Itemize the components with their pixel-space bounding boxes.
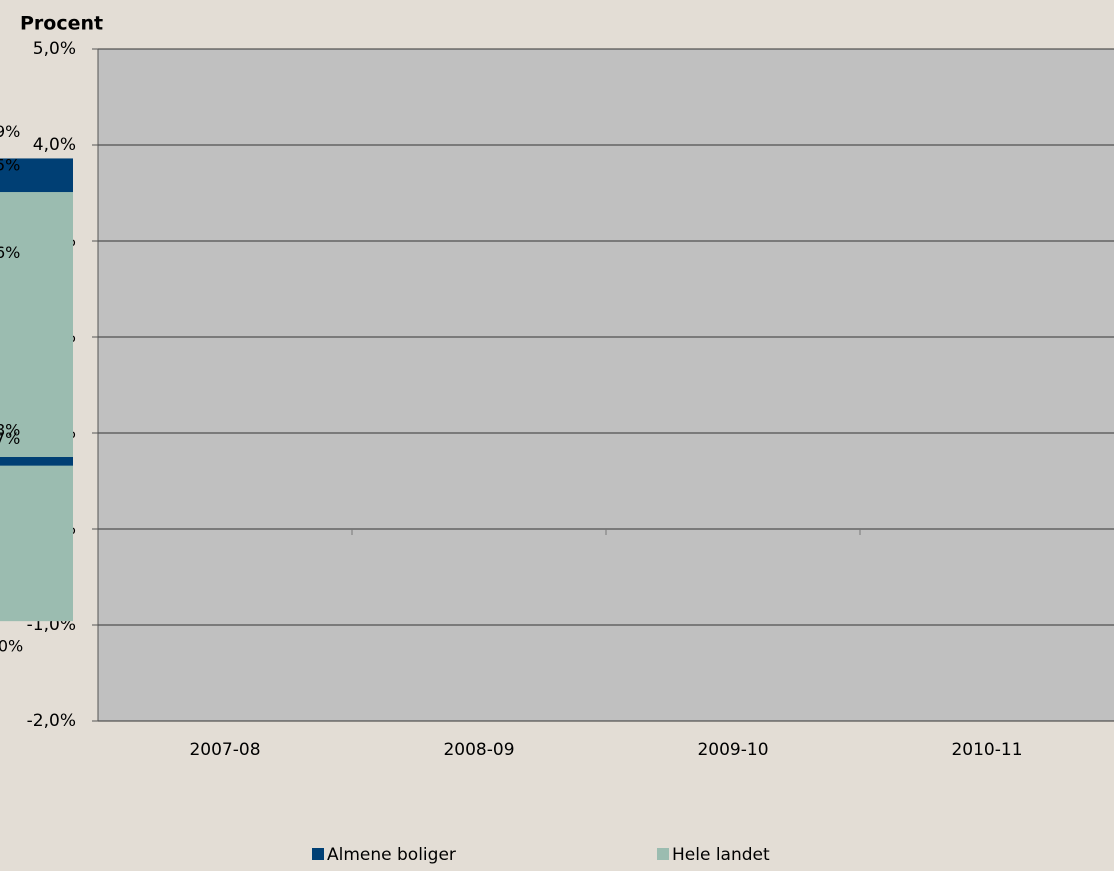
data-label: 3,9% (0, 122, 20, 141)
legend-label: Almene boliger (327, 845, 456, 865)
data-label: 0,7% (0, 429, 20, 448)
plot-area (98, 49, 1114, 721)
chart-title: Procent (20, 13, 103, 35)
y-tick-label: 5,0% (33, 39, 76, 59)
data-label: 2,6% (0, 243, 20, 262)
x-tick-label: 2007-08 (189, 740, 260, 760)
x-tick-label: 2010-11 (951, 740, 1022, 760)
legend-swatch (657, 848, 669, 860)
x-tick-label: 2009-10 (697, 740, 768, 760)
bar (0, 529, 73, 622)
legend-label: Hele landet (672, 845, 770, 865)
data-label: 3,5% (0, 156, 20, 175)
bar (0, 465, 73, 529)
x-tick-label: 2008-09 (443, 740, 514, 760)
data-label: -1,0% (0, 637, 23, 656)
y-tick-label: -2,0% (27, 711, 76, 731)
data-label: 0,8% (0, 421, 20, 440)
legend-swatch (312, 848, 324, 860)
y-tick-label: 4,0% (33, 135, 76, 155)
